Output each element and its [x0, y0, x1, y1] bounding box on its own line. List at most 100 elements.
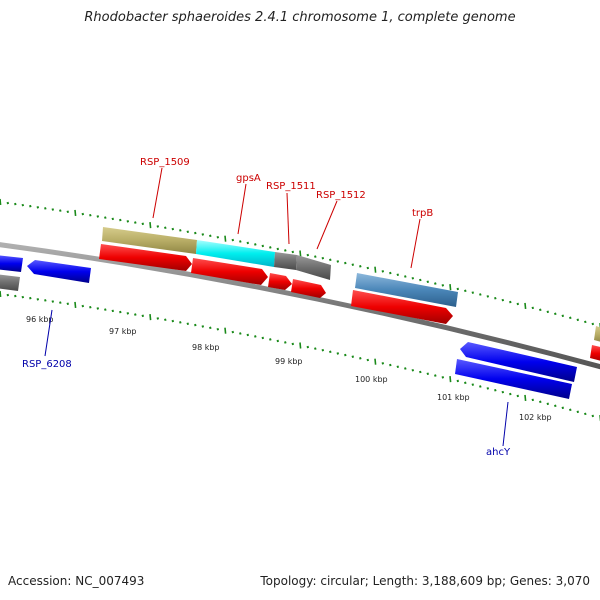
lower-row-minor-tick [44, 299, 47, 302]
upper-row-minor-tick [426, 280, 430, 284]
upper-row-minor-tick [321, 256, 325, 260]
upper-row-minor-tick [231, 238, 235, 242]
upper-row-minor-tick [96, 215, 100, 218]
lower-row-minor-tick [389, 363, 392, 367]
lower-row-minor-tick [111, 309, 115, 313]
upper-row-minor-tick [494, 296, 497, 300]
reverse-label-leaders [44, 309, 509, 447]
upper-row-minor-tick [456, 287, 460, 291]
lower-row-minor-tick [576, 410, 580, 414]
upper-row-minor-tick [119, 218, 122, 222]
lower-row-minor-tick [81, 304, 85, 308]
gene-arrow-rsp1509[interactable] [99, 244, 192, 271]
lower-row-minor-tick [291, 342, 295, 346]
lower-row-minor-tick [336, 352, 340, 355]
upper-row-minor-tick [396, 273, 400, 277]
gene-arrow-rsp1512[interactable] [291, 279, 326, 298]
lower-row-minor-tick [546, 402, 550, 406]
lower-row-minor-tick [231, 330, 235, 334]
upper-row-minor-tick [276, 247, 280, 251]
upper-row-minor-tick [576, 318, 580, 322]
gene-label-rsp1511[interactable]: RSP_1511 [266, 181, 316, 192]
upper-row-minor-tick [554, 312, 557, 316]
lower-row-minor-tick [509, 392, 512, 396]
lower-tick-row [0, 290, 600, 422]
lower-row-minor-tick [351, 355, 355, 358]
gene-arrow-ahcY[interactable] [455, 359, 572, 399]
upper-row-minor-tick [471, 291, 475, 294]
lower-row-minor-tick [561, 406, 565, 410]
lower-row-minor-tick [51, 300, 55, 303]
gene-label-gpsA[interactable]: gpsA [236, 173, 261, 184]
lower-row-minor-tick [531, 398, 535, 402]
upper-row-minor-tick [584, 320, 587, 324]
upper-row-minor-tick [89, 213, 92, 217]
upper-row-minor-tick [201, 233, 205, 236]
upper-row-minor-tick [344, 261, 347, 265]
upper-row-minor-tick [569, 316, 572, 320]
gene-arrow-trpB[interactable] [351, 290, 453, 324]
lower-row-minor-tick [164, 318, 167, 322]
upper-row-minor-tick [66, 210, 70, 214]
gene-arrow-rsp1511[interactable] [268, 273, 292, 290]
upper-row-minor-tick [509, 300, 512, 304]
lower-row-minor-tick [171, 319, 175, 323]
upper-row-minor-tick [366, 266, 370, 270]
upper-row-minor-tick [179, 229, 182, 232]
lower-row-minor-tick [554, 404, 557, 408]
accession-label: Accession: NC_007493 [8, 574, 145, 588]
gene-arrow-reverse-upper[interactable] [460, 342, 577, 382]
lower-row-minor-tick [104, 308, 107, 311]
upper-row-minor-tick [404, 275, 407, 278]
rrna-feature-olive [102, 227, 197, 254]
chromosome-backbone [0, 242, 600, 370]
upper-row-minor-tick [479, 293, 482, 296]
forward-label-leaders [152, 167, 421, 269]
gene-label-trpB[interactable]: trpB [412, 208, 433, 219]
upper-row-minor-tick [111, 217, 115, 221]
gene-label-rsp6208[interactable]: RSP_6208 [22, 359, 72, 370]
upper-row-minor-tick [291, 250, 295, 254]
gene-label-rsp1512[interactable]: RSP_1512 [316, 190, 366, 201]
upper-row-minor-tick [561, 314, 565, 318]
lower-row-minor-tick [141, 314, 145, 318]
upper-row-minor-tick [441, 284, 445, 287]
lower-row-minor-tick [201, 325, 205, 328]
gpsA-feature-cyan [196, 240, 275, 267]
lower-row-minor-tick [441, 376, 445, 379]
upper-row-minor-tick [239, 240, 242, 243]
lower-row-minor-tick [14, 294, 17, 298]
upper-row-minor-tick [389, 271, 392, 275]
gene-label-ahcY[interactable]: ahcY [486, 447, 511, 458]
lower-row-minor-tick [194, 323, 197, 327]
scale-label-98: 98 kbp [192, 343, 220, 352]
lower-row-minor-tick [321, 348, 325, 352]
upper-row-minor-tick [171, 227, 175, 231]
lower-row-minor-tick [276, 339, 280, 343]
upper-row-minor-tick [6, 201, 10, 205]
lower-row-minor-tick [21, 295, 25, 299]
gene-arrow-left-edge-blue[interactable] [0, 255, 23, 272]
lower-row-minor-tick [179, 321, 182, 324]
upper-row-major-tick [299, 250, 302, 257]
lower-row-major-tick [299, 342, 302, 349]
lower-row-minor-tick [471, 383, 475, 386]
upper-row-minor-tick [531, 306, 535, 310]
upper-row-major-tick [0, 198, 2, 206]
lower-row-minor-tick [216, 327, 220, 331]
lower-row-minor-tick [156, 317, 160, 320]
gene-arrow-right-edge-red[interactable] [590, 345, 600, 362]
upper-row-minor-tick [546, 310, 550, 314]
upper-row-major-tick [449, 284, 452, 291]
lower-row-minor-tick [186, 322, 190, 326]
feature-gray-1512 [296, 255, 331, 280]
gene-arrow-gpsA[interactable] [191, 258, 268, 285]
upper-row-minor-tick [336, 260, 340, 263]
gene-label-rsp1509[interactable]: RSP_1509 [140, 157, 190, 168]
gene-arrow-rsp6208[interactable] [27, 260, 91, 283]
upper-row-minor-tick [51, 208, 55, 211]
upper-tick-row [0, 198, 600, 330]
lower-row-minor-tick [314, 347, 317, 350]
upper-row-minor-tick [164, 226, 167, 230]
